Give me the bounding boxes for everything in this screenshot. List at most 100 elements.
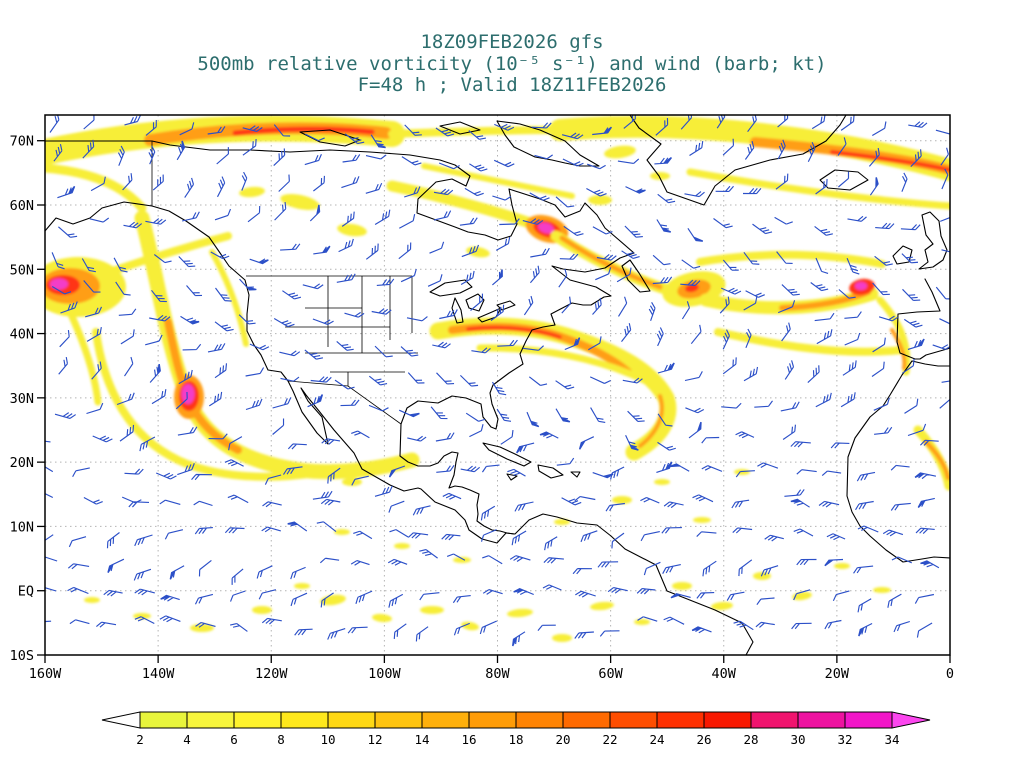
wind-barb xyxy=(589,376,611,384)
wind-barb xyxy=(643,561,661,576)
wind-barb xyxy=(838,171,850,188)
vorticity-jet-filament xyxy=(476,344,652,386)
wind-barb xyxy=(512,631,526,647)
wind-barb xyxy=(365,182,383,194)
wind-barb xyxy=(572,568,592,575)
wind-barb xyxy=(916,622,933,638)
wind-barb xyxy=(86,402,104,415)
wind-barb xyxy=(45,555,58,562)
colorbar-label: 20 xyxy=(555,732,570,747)
wind-barb xyxy=(280,376,300,382)
wind-barb xyxy=(661,527,682,534)
wind-barb xyxy=(902,288,921,302)
wind-barb xyxy=(180,315,200,325)
wind-barb xyxy=(177,426,198,436)
wind-barb xyxy=(139,436,156,452)
wind-barb xyxy=(742,188,762,195)
vorticity-band-atlantic-south xyxy=(714,328,906,356)
wind-barb xyxy=(869,177,879,196)
wind-barb xyxy=(893,620,910,633)
wind-barb xyxy=(313,175,325,192)
wind-barb xyxy=(193,500,213,507)
wind-barb xyxy=(152,174,164,191)
wind-barb xyxy=(690,324,702,345)
wind-barb xyxy=(401,156,422,166)
wind-barb xyxy=(327,628,346,640)
wind-barb xyxy=(160,594,180,602)
wind-barb xyxy=(145,334,163,346)
colorbar-cell xyxy=(327,711,376,729)
wind-barb xyxy=(811,115,826,130)
wind-barb xyxy=(814,312,835,322)
wind-barb xyxy=(388,465,406,478)
wind-barb xyxy=(637,616,658,622)
wind-barb xyxy=(578,436,595,450)
x-tick-label: 100W xyxy=(368,666,401,682)
wind-barb xyxy=(780,401,800,412)
wind-barb xyxy=(365,243,379,260)
colorbar-cell xyxy=(703,711,752,729)
wind-barb xyxy=(901,253,919,264)
y-tick-label: EQ xyxy=(18,584,34,600)
wind-barb xyxy=(118,308,137,316)
wind-barb xyxy=(539,431,559,439)
wind-barb xyxy=(186,285,203,297)
wind-barb xyxy=(287,521,308,532)
wind-barb xyxy=(208,391,223,407)
wind-barb xyxy=(713,218,733,229)
coastline-ireland xyxy=(892,245,913,265)
wind-barb xyxy=(784,489,805,497)
wind-barb xyxy=(230,622,248,632)
wind-barb xyxy=(621,323,632,342)
vorticity-trough-tail-orange xyxy=(638,394,664,448)
wind-barb xyxy=(67,586,89,595)
wind-barb xyxy=(652,254,671,266)
wind-barb xyxy=(272,397,292,409)
wind-barb xyxy=(530,247,550,258)
wind-barb xyxy=(241,171,248,191)
colorbar-cell xyxy=(797,711,846,729)
wind-barb xyxy=(261,617,282,625)
wind-barb xyxy=(592,226,613,235)
wind-barb xyxy=(681,259,701,269)
wind-barb xyxy=(685,407,705,414)
wind-barb xyxy=(744,141,755,160)
wind-barb xyxy=(890,464,910,471)
wind-barb xyxy=(194,527,213,535)
wind-barb xyxy=(238,314,256,325)
wind-barb xyxy=(662,564,681,574)
wind-barb xyxy=(242,139,257,156)
wind-barb xyxy=(316,521,337,533)
colorbar-cell xyxy=(421,711,470,729)
wind-barb xyxy=(439,309,458,320)
wind-barb xyxy=(350,560,370,566)
wind-barb xyxy=(388,500,405,513)
wind-barb xyxy=(313,245,331,255)
wind-barb xyxy=(855,500,874,511)
wind-barb xyxy=(814,225,833,236)
wind-barb xyxy=(687,227,704,242)
coastline-jamaica xyxy=(506,473,518,481)
wind-barb xyxy=(745,290,765,298)
coastline-hispaniola xyxy=(537,464,564,479)
coastline-greenland xyxy=(629,115,847,206)
colorbar-label: 22 xyxy=(602,732,617,747)
wind-barb xyxy=(461,244,480,258)
wind-barb xyxy=(733,620,754,631)
wind-barb xyxy=(890,502,911,511)
wind-barb xyxy=(49,115,60,133)
wind-barb xyxy=(756,597,775,605)
wind-barb xyxy=(149,314,171,322)
wind-barb xyxy=(119,424,135,442)
wind-barb xyxy=(580,530,598,543)
wind-barb xyxy=(935,286,950,300)
wind-barb xyxy=(280,243,301,251)
vorticity-jet-red xyxy=(466,325,562,339)
wind-barb xyxy=(216,147,229,165)
wind-barb xyxy=(900,224,921,231)
wind-barb xyxy=(810,282,829,292)
vorticity-streak-bc-coast xyxy=(209,249,249,347)
wind-barb xyxy=(611,532,625,549)
wind-barb xyxy=(526,411,540,428)
wind-barb xyxy=(320,592,334,608)
